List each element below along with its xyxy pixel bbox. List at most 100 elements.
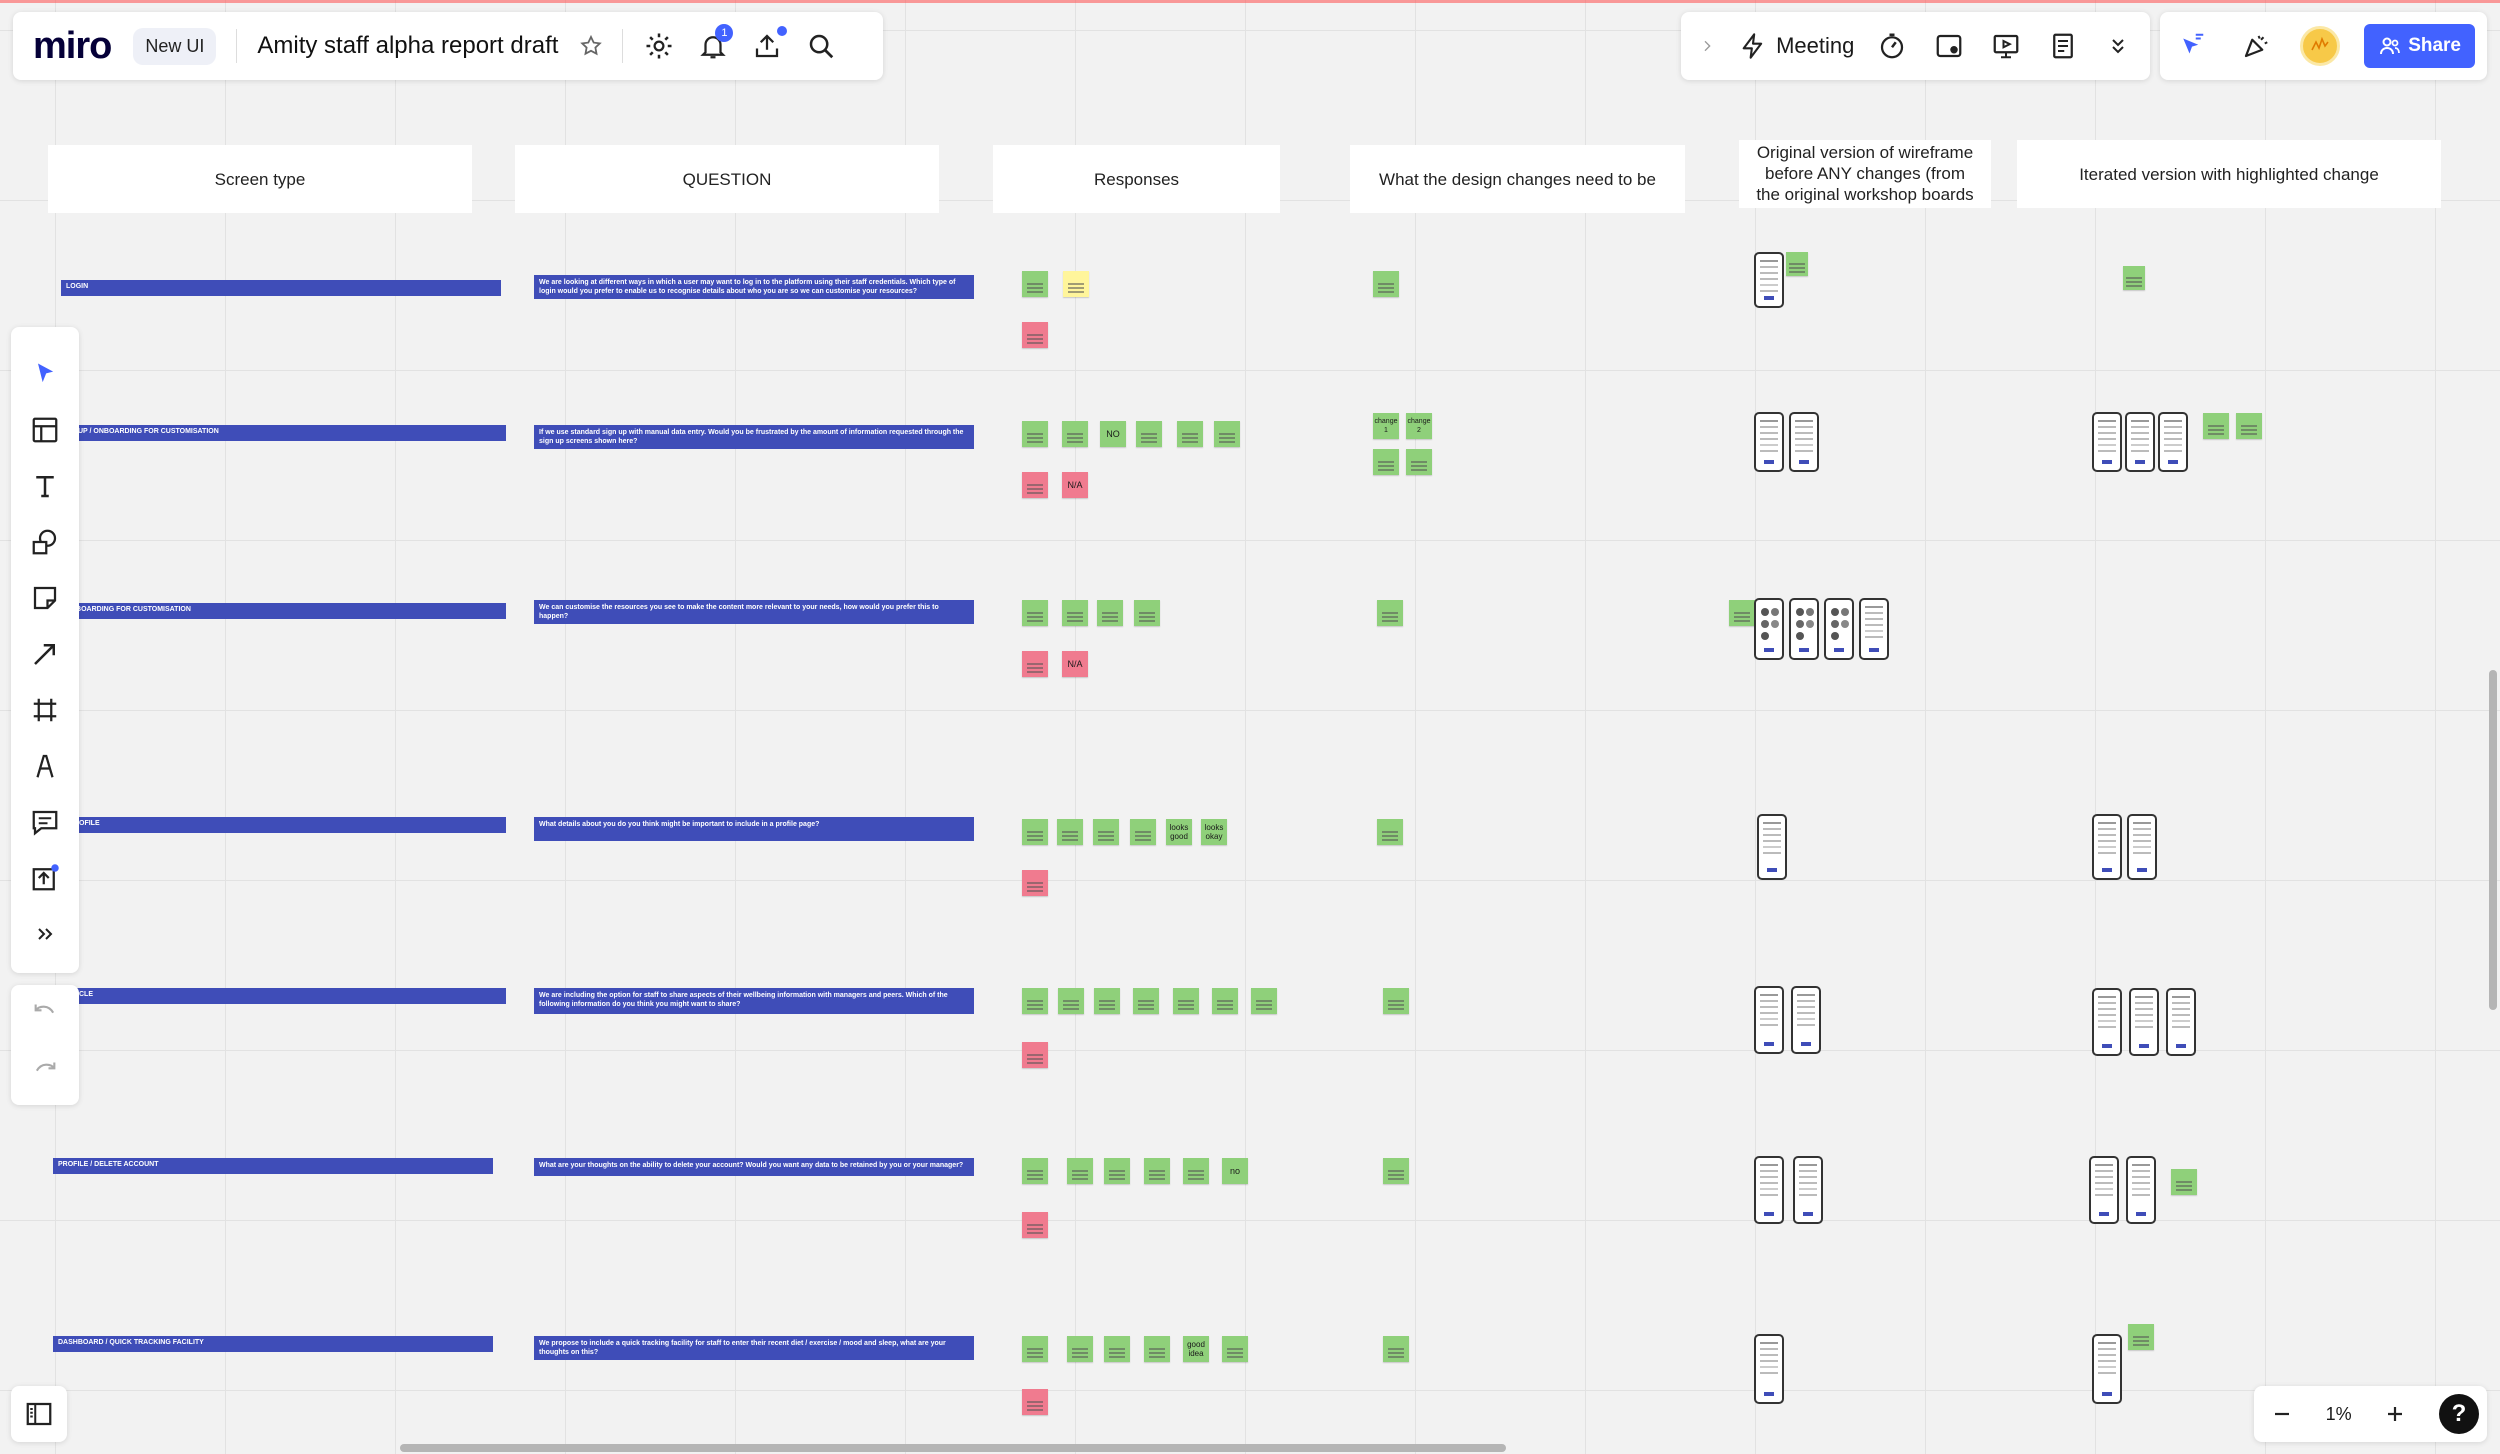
- sticky-note-tool[interactable]: [23, 576, 67, 620]
- sticky-note[interactable]: [1022, 1158, 1048, 1184]
- card-icon[interactable]: [1929, 26, 1969, 66]
- sticky-note[interactable]: [2203, 413, 2229, 439]
- sticky-note[interactable]: looks good: [1166, 819, 1192, 845]
- wireframe-thumbnail[interactable]: [1754, 1334, 1784, 1404]
- wireframe-thumbnail[interactable]: [2092, 1334, 2122, 1404]
- shapes-tool[interactable]: [23, 520, 67, 564]
- sticky-note[interactable]: [1173, 988, 1199, 1014]
- comment-tool[interactable]: [23, 800, 67, 844]
- sticky-note[interactable]: [1062, 600, 1088, 626]
- upload-tool[interactable]: [23, 856, 67, 900]
- sticky-note[interactable]: [1144, 1158, 1170, 1184]
- new-ui-badge[interactable]: New UI: [133, 27, 217, 65]
- sticky-note[interactable]: [1062, 421, 1088, 447]
- notes-icon[interactable]: [2043, 26, 2083, 66]
- settings-icon[interactable]: [637, 24, 681, 68]
- wireframe-thumbnail[interactable]: [1754, 598, 1784, 660]
- header-iterated-version[interactable]: Iterated version with highlighted change: [2017, 140, 2441, 208]
- sticky-note[interactable]: [1022, 1389, 1048, 1415]
- sticky-note[interactable]: [1183, 1158, 1209, 1184]
- wireframe-thumbnail[interactable]: [2158, 412, 2188, 472]
- header-design-changes[interactable]: What the design changes need to be: [1350, 145, 1685, 213]
- sticky-note[interactable]: [1377, 600, 1403, 626]
- sticky-note[interactable]: [1058, 988, 1084, 1014]
- header-responses[interactable]: Responses: [993, 145, 1280, 213]
- header-screen-type[interactable]: Screen type: [48, 145, 472, 213]
- pen-tool[interactable]: [23, 744, 67, 788]
- text-tool[interactable]: [23, 464, 67, 508]
- sticky-note[interactable]: [1786, 252, 1808, 276]
- sticky-note[interactable]: [1134, 600, 1160, 626]
- question-bar[interactable]: We propose to include a quick tracking f…: [534, 1336, 974, 1360]
- sticky-note[interactable]: looks okay: [1201, 819, 1227, 845]
- celebrate-icon[interactable]: [2236, 26, 2276, 66]
- sticky-note[interactable]: [1022, 600, 1048, 626]
- wireframe-thumbnail[interactable]: [1824, 598, 1854, 660]
- question-bar[interactable]: We are including the option for staff to…: [534, 988, 974, 1014]
- sticky-note[interactable]: [1094, 988, 1120, 1014]
- wireframe-thumbnail[interactable]: [1754, 1156, 1784, 1224]
- wireframe-thumbnail[interactable]: [2126, 1156, 2156, 1224]
- screen-type-bar[interactable]: LOGIN: [61, 280, 501, 296]
- wireframe-thumbnail[interactable]: [2089, 1156, 2119, 1224]
- horizontal-scrollbar[interactable]: [400, 1444, 1506, 1452]
- chevrons-down-icon[interactable]: [2100, 26, 2136, 66]
- sticky-note[interactable]: no: [1222, 1158, 1248, 1184]
- sticky-note[interactable]: good idea: [1183, 1336, 1209, 1362]
- sticky-note[interactable]: [1383, 988, 1409, 1014]
- sticky-note[interactable]: [1022, 421, 1048, 447]
- miro-logo[interactable]: miro: [33, 24, 112, 67]
- search-icon[interactable]: [799, 24, 843, 68]
- screen-type-bar[interactable]: CLE: [74, 988, 506, 1004]
- sticky-note[interactable]: [2128, 1324, 2154, 1350]
- sticky-note[interactable]: NO: [1100, 421, 1126, 447]
- screen-type-bar[interactable]: N UP / ONBOARDING FOR CUSTOMISATION: [66, 425, 506, 441]
- wireframe-thumbnail[interactable]: [2125, 412, 2155, 472]
- sticky-note[interactable]: [1067, 1336, 1093, 1362]
- avatar[interactable]: [2300, 26, 2341, 66]
- sticky-note[interactable]: [1222, 1336, 1248, 1362]
- sticky-note[interactable]: [1383, 1336, 1409, 1362]
- screen-type-bar[interactable]: PROFILE / DELETE ACCOUNT: [53, 1158, 493, 1174]
- wireframe-thumbnail[interactable]: [1754, 252, 1784, 308]
- redo-button[interactable]: [23, 1051, 67, 1095]
- sticky-note[interactable]: [1022, 1212, 1048, 1238]
- star-icon[interactable]: [576, 31, 606, 61]
- sticky-note[interactable]: [1104, 1336, 1130, 1362]
- sticky-note[interactable]: [1214, 421, 1240, 447]
- share-button[interactable]: Share: [2364, 24, 2475, 68]
- sticky-note[interactable]: [1136, 421, 1162, 447]
- zoom-out-button[interactable]: [2262, 1394, 2302, 1434]
- sticky-note[interactable]: [1022, 870, 1048, 896]
- sticky-note[interactable]: [1383, 1158, 1409, 1184]
- select-tool[interactable]: [23, 352, 67, 396]
- sticky-note[interactable]: [1022, 472, 1048, 498]
- wireframe-thumbnail[interactable]: [1789, 598, 1819, 660]
- sticky-note[interactable]: [1212, 988, 1238, 1014]
- sticky-note[interactable]: [1097, 600, 1123, 626]
- header-question[interactable]: QUESTION: [515, 145, 939, 213]
- sticky-note[interactable]: change 2: [1406, 413, 1432, 439]
- sticky-note[interactable]: [1177, 421, 1203, 447]
- help-button[interactable]: ?: [2438, 1394, 2479, 1434]
- bell-icon[interactable]: 1: [691, 24, 735, 68]
- wireframe-thumbnail[interactable]: [2166, 988, 2196, 1056]
- sticky-note[interactable]: [1406, 449, 1432, 475]
- presentation-icon[interactable]: [1986, 26, 2026, 66]
- vertical-scrollbar[interactable]: [2489, 670, 2497, 1010]
- header-original-wireframe[interactable]: Original version of wireframe before ANY…: [1739, 140, 1991, 208]
- line-tool[interactable]: [23, 632, 67, 676]
- wireframe-thumbnail[interactable]: [1859, 598, 1889, 660]
- sticky-note[interactable]: [1729, 600, 1755, 626]
- sticky-note[interactable]: [2123, 266, 2145, 290]
- wireframe-thumbnail[interactable]: [1793, 1156, 1823, 1224]
- wireframe-thumbnail[interactable]: [1791, 986, 1821, 1054]
- more-tools[interactable]: [23, 912, 67, 956]
- wireframe-thumbnail[interactable]: [2092, 412, 2122, 472]
- sticky-note[interactable]: [1093, 819, 1119, 845]
- sticky-note[interactable]: [1104, 1158, 1130, 1184]
- question-bar[interactable]: If we use standard sign up with manual d…: [534, 425, 974, 449]
- cursor-flag-icon[interactable]: [2172, 26, 2212, 66]
- sticky-note[interactable]: [1130, 819, 1156, 845]
- sticky-note[interactable]: [2236, 413, 2262, 439]
